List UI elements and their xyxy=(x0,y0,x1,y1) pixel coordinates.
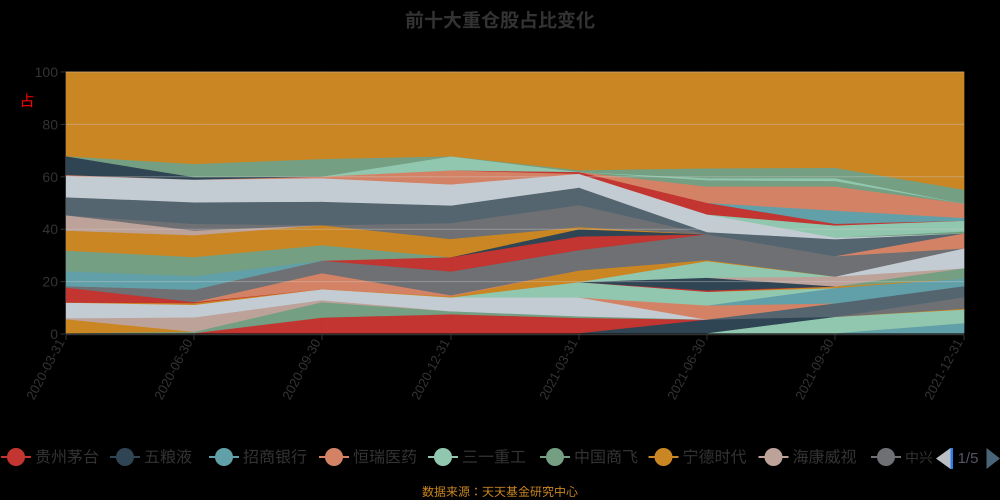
svg-text:100: 100 xyxy=(35,64,59,80)
svg-text:80: 80 xyxy=(42,116,58,132)
svg-text:1/5: 1/5 xyxy=(958,450,979,467)
svg-text:40: 40 xyxy=(42,221,58,237)
svg-text:20: 20 xyxy=(42,274,58,290)
svg-text:60: 60 xyxy=(42,169,58,185)
svg-text:0: 0 xyxy=(50,326,58,342)
